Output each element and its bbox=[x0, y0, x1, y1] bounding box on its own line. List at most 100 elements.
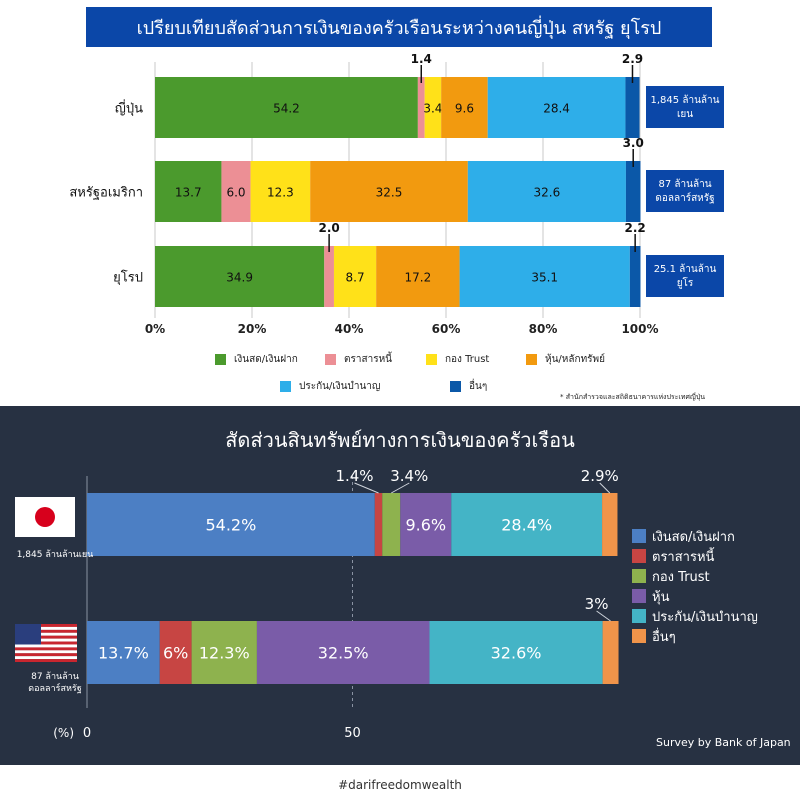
usa-flag-stripe bbox=[15, 629, 77, 633]
top-callout-label: 2.0 bbox=[318, 221, 339, 235]
top-legend-swatch bbox=[426, 354, 437, 365]
bottom-pct-label: (%) bbox=[53, 726, 74, 740]
top-bar-segment bbox=[629, 246, 641, 307]
top-bar-segment bbox=[310, 161, 468, 222]
japan-flag-icon bbox=[15, 497, 75, 537]
top-legend-swatch bbox=[325, 354, 336, 365]
top-x-tick-label: 0% bbox=[145, 322, 165, 336]
footer-hashtag: #darifreedomwealth bbox=[338, 778, 462, 792]
top-bar-data-label: 35.1 bbox=[531, 271, 558, 285]
usa-flag-stripe bbox=[15, 624, 77, 628]
top-callout-label: 2.9 bbox=[622, 52, 643, 66]
top-bar-segment bbox=[459, 246, 630, 307]
bottom-legend-swatch bbox=[632, 629, 646, 643]
bottom-bar-segment bbox=[87, 493, 375, 556]
japan-total-label: 1,845 ล้านล้านเยน bbox=[16, 550, 94, 560]
bottom-bar-segment bbox=[602, 493, 618, 556]
top-bar-data-label: 32.5 bbox=[376, 186, 403, 200]
top-bar-segment bbox=[467, 161, 626, 222]
top-legend-label: ตราสารหนี้ bbox=[344, 354, 392, 365]
top-legend-swatch bbox=[526, 354, 537, 365]
top-bar-data-label: 34.9 bbox=[226, 271, 253, 285]
bottom-legend-item: กอง Trust bbox=[632, 566, 800, 586]
bottom-callout-line bbox=[596, 610, 611, 622]
bottom-legend-item: อื่นๆ bbox=[632, 626, 800, 646]
usa-flag-stripe bbox=[15, 653, 77, 657]
top-legend-label: ประกัน/เงินบำนาญ bbox=[299, 381, 381, 392]
usa-flag-stripe bbox=[15, 626, 77, 630]
top-total-label: 87 ล้านล้าน bbox=[658, 178, 711, 190]
bottom-callout-label: 3% bbox=[585, 595, 609, 613]
top-legend-item: ตราสารหนี้ bbox=[325, 352, 392, 367]
top-legend-label: หุ้น/หลักทรัพย์ bbox=[545, 354, 605, 365]
top-legend-label: กอง Trust bbox=[445, 354, 490, 365]
top-total-label: ดอลลาร์สหรัฐ bbox=[655, 192, 714, 204]
top-bar-segment bbox=[376, 246, 460, 307]
top-total-label: 1,845 ล้านล้าน bbox=[651, 94, 720, 106]
top-bar-segment bbox=[155, 77, 418, 138]
top-legend-swatch bbox=[450, 381, 461, 392]
top-bar-segment bbox=[625, 77, 640, 138]
usa-total-label: 87 ล้านล้าน ดอลลาร์สหรัฐ bbox=[28, 672, 82, 694]
top-total-box bbox=[646, 86, 724, 128]
top-bar-data-label: 8.7 bbox=[346, 271, 365, 285]
top-bar-data-label: 32.6 bbox=[534, 186, 561, 200]
usa-flag-stripe bbox=[15, 644, 77, 648]
top-category-label: สหรัฐอเมริกา bbox=[69, 186, 143, 201]
top-total-box bbox=[646, 255, 724, 297]
bottom-legend-item: ประกัน/เงินบำนาญ bbox=[632, 606, 800, 626]
top-x-tick-label: 60% bbox=[432, 322, 461, 336]
top-chart-panel: เปรียบเทียบสัดส่วนการเงินของครัวเรือนระห… bbox=[69, 7, 724, 401]
bottom-chart-panel: สัดส่วนสินทรัพย์ทางการเงินของครัวเรือน 0… bbox=[0, 406, 800, 765]
top-legend-item: หุ้น/หลักทรัพย์ bbox=[526, 352, 605, 367]
bottom-legend-item: ตราสารหนี้ bbox=[632, 546, 800, 566]
bottom-bar-segment bbox=[256, 621, 430, 684]
bottom-legend-swatch bbox=[632, 549, 646, 563]
top-x-tick-label: 20% bbox=[238, 322, 267, 336]
bottom-legend-swatch bbox=[632, 589, 646, 603]
top-legend-swatch bbox=[280, 381, 291, 392]
bottom-legend-item: หุ้น bbox=[632, 586, 800, 606]
top-total-label: 25.1 ล้านล้าน bbox=[654, 263, 717, 275]
top-bar-data-label: 3.4 bbox=[423, 102, 442, 116]
bottom-legend-swatch bbox=[632, 609, 646, 623]
top-bar-data-label: 54.2 bbox=[273, 102, 300, 116]
top-category-label: ยุโรป bbox=[113, 270, 143, 286]
top-bar-segment bbox=[625, 161, 641, 222]
bottom-bar-segment bbox=[429, 621, 603, 684]
top-chart-svg: 0% 20% 40% 60% 80% 100% ญี่ปุ่น 54.2 3.4 9.6 28.4 1… bbox=[69, 52, 724, 336]
top-chart-legend: เงินสด/เงินฝาก ตราสารหนี้ กอง Trust หุ้น/หล… bbox=[190, 352, 650, 398]
bottom-bar-segment bbox=[382, 493, 401, 556]
bottom-legend-item: เงินสด/เงินฝาก bbox=[632, 526, 800, 546]
top-bar-data-label: 12.3 bbox=[267, 186, 294, 200]
bottom-callout-line bbox=[599, 482, 611, 494]
top-legend-swatch bbox=[215, 354, 226, 365]
usa-flag-stripe bbox=[15, 659, 77, 662]
bottom-callout-line bbox=[391, 482, 410, 494]
bottom-legend-swatch bbox=[632, 569, 646, 583]
bottom-bar-data-label: 32.6% bbox=[491, 644, 542, 663]
survey-source: Survey by Bank of Japan bbox=[656, 736, 791, 749]
top-legend-item: ประกัน/เงินบำนาญ bbox=[280, 379, 380, 394]
bottom-x-tick-label: 50 bbox=[344, 726, 361, 741]
bottom-bar-data-label: 54.2% bbox=[205, 516, 256, 535]
bottom-bar-data-label: 32.5% bbox=[318, 644, 369, 663]
top-legend-label: อื่นๆ bbox=[469, 381, 488, 392]
usa-flag-stripe bbox=[15, 647, 77, 651]
usa-flag-stripe bbox=[15, 638, 77, 642]
bottom-legend-label: ประกัน/เงินบำนาญ bbox=[652, 609, 758, 625]
top-bar-segment bbox=[441, 77, 488, 138]
bottom-bar-data-label: 28.4% bbox=[501, 516, 552, 535]
top-bar-data-label: 17.2 bbox=[405, 271, 432, 285]
top-callout-label: 1.4 bbox=[411, 52, 432, 66]
top-callout-label: 3.0 bbox=[623, 136, 644, 150]
bottom-legend-label: เงินสด/เงินฝาก bbox=[652, 529, 735, 545]
top-total-box bbox=[646, 170, 724, 212]
top-bar-data-label: 9.6 bbox=[455, 102, 474, 116]
bottom-bar-data-label: 6% bbox=[163, 644, 188, 663]
top-bar-segment bbox=[487, 77, 626, 138]
top-legend-item: เงินสด/เงินฝาก bbox=[215, 352, 298, 367]
top-bar-segment bbox=[324, 246, 334, 307]
bottom-bar-segment bbox=[602, 621, 619, 684]
top-bar-data-label: 13.7 bbox=[175, 186, 202, 200]
